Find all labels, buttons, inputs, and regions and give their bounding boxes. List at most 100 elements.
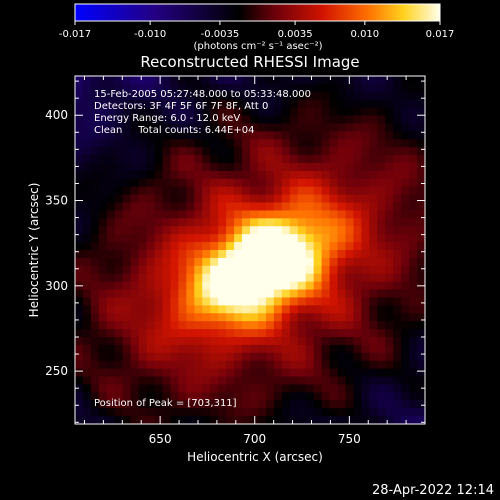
heatmap-pixel	[82, 170, 92, 180]
heatmap-pixel	[242, 139, 251, 148]
heatmap-pixel	[178, 163, 187, 172]
heatmap-pixel	[417, 297, 425, 306]
heatmap-pixel	[202, 234, 211, 243]
heatmap-pixel	[146, 218, 156, 227]
heatmap-pixel	[329, 360, 339, 370]
heatmap-pixel	[98, 186, 108, 196]
heatmap-pixel	[90, 107, 100, 117]
heatmap-pixel	[250, 384, 259, 393]
heatmap-pixel	[114, 218, 124, 227]
heatmap-pixel	[90, 313, 100, 322]
heatmap-pixel	[194, 147, 203, 156]
heatmap-pixel	[265, 305, 275, 314]
heatmap-pixel	[90, 384, 100, 393]
heatmap-pixel	[345, 250, 355, 259]
heatmap-pixel	[281, 250, 291, 259]
heatmap-pixel	[313, 139, 323, 148]
heatmap-pixel	[146, 376, 156, 386]
heatmap-pixel	[194, 202, 203, 212]
heatmap-pixel	[154, 226, 164, 235]
heatmap-pixel	[265, 392, 275, 401]
heatmap-pixel	[305, 178, 315, 188]
heatmap-pixel	[154, 384, 164, 393]
heatmap-pixel	[393, 321, 402, 330]
heatmap-pixel	[98, 218, 108, 227]
heatmap-pixel	[75, 368, 84, 378]
heatmap-pixel	[202, 329, 211, 338]
heatmap-pixel	[401, 123, 410, 132]
heatmap-pixel	[361, 321, 370, 330]
heatmap-pixel	[242, 297, 251, 306]
heatmap-pixel	[98, 163, 108, 172]
heatmap-pixel	[146, 297, 156, 306]
heatmap-pixel	[265, 91, 275, 101]
heatmap-pixel	[393, 313, 402, 322]
heatmap-pixel	[273, 337, 283, 346]
heatmap-pixel	[154, 392, 164, 401]
heatmap-pixel	[114, 163, 124, 172]
heatmap-pixel	[273, 202, 283, 212]
heatmap-pixel	[226, 352, 235, 362]
heatmap-pixel	[281, 194, 291, 204]
heatmap-pixel	[98, 289, 108, 299]
heatmap-pixel	[289, 329, 299, 338]
heatmap-pixel	[98, 392, 108, 401]
heatmap-pixel	[313, 408, 323, 417]
heatmap-pixel	[154, 76, 164, 85]
heatmap-pixel	[186, 139, 195, 148]
heatmap-pixel	[162, 178, 172, 188]
heatmap-pixel	[377, 368, 386, 378]
heatmap-pixel	[242, 250, 251, 259]
heatmap-pixel	[234, 289, 243, 299]
heatmap-pixel	[321, 234, 331, 243]
heatmap-pixel	[377, 273, 386, 283]
heatmap-pixel	[130, 139, 140, 148]
heatmap-pixel	[242, 376, 251, 386]
heatmap-pixel	[345, 281, 355, 291]
heatmap-pixel	[401, 392, 410, 401]
heatmap-pixel	[361, 131, 370, 140]
heatmap-pixel	[281, 265, 291, 275]
heatmap-pixel	[170, 226, 180, 235]
heatmap-pixel	[337, 155, 347, 164]
heatmap-pixel	[265, 352, 275, 362]
heatmap-pixel	[393, 123, 402, 132]
heatmap-pixel	[353, 257, 362, 267]
heatmap-pixel	[265, 99, 275, 109]
heatmap-pixel	[289, 416, 299, 424]
heatmap-pixel	[178, 265, 187, 275]
heatmap-pixel	[90, 218, 100, 227]
heatmap-pixel	[194, 107, 203, 117]
heatmap-pixel	[289, 384, 299, 393]
heatmap-pixel	[170, 265, 180, 275]
heatmap-pixel	[265, 242, 275, 251]
heatmap-pixel	[98, 297, 108, 306]
heatmap-pixel	[377, 115, 386, 125]
heatmap-pixel	[218, 186, 227, 196]
heatmap-pixel	[162, 273, 172, 283]
heatmap-pixel	[409, 123, 418, 132]
heatmap-pixel	[273, 250, 283, 259]
heatmap-pixel	[329, 368, 339, 378]
heatmap-pixel	[305, 337, 315, 346]
heatmap-pixel	[75, 226, 84, 235]
heatmap-pixel	[265, 76, 275, 85]
heatmap-pixel	[138, 186, 148, 196]
heatmap-pixel	[393, 83, 402, 93]
heatmap-pixel	[281, 234, 291, 243]
heatmap-pixel	[329, 115, 339, 125]
heatmap-pixel	[170, 281, 180, 291]
heatmap-pixel	[250, 337, 259, 346]
heatmap-pixel	[162, 265, 172, 275]
heatmap-pixel	[401, 313, 410, 322]
heatmap-pixel	[393, 250, 402, 259]
heatmap-pixel	[130, 273, 140, 283]
heatmap-pixel	[226, 163, 235, 172]
heatmap-pixel	[353, 242, 362, 251]
heatmap-pixel	[417, 186, 425, 196]
heatmap-pixel	[297, 234, 307, 243]
heatmap-pixel	[250, 115, 259, 125]
heatmap-pixel	[345, 91, 355, 101]
heatmap-pixel	[401, 83, 410, 93]
heatmap-pixel	[265, 368, 275, 378]
